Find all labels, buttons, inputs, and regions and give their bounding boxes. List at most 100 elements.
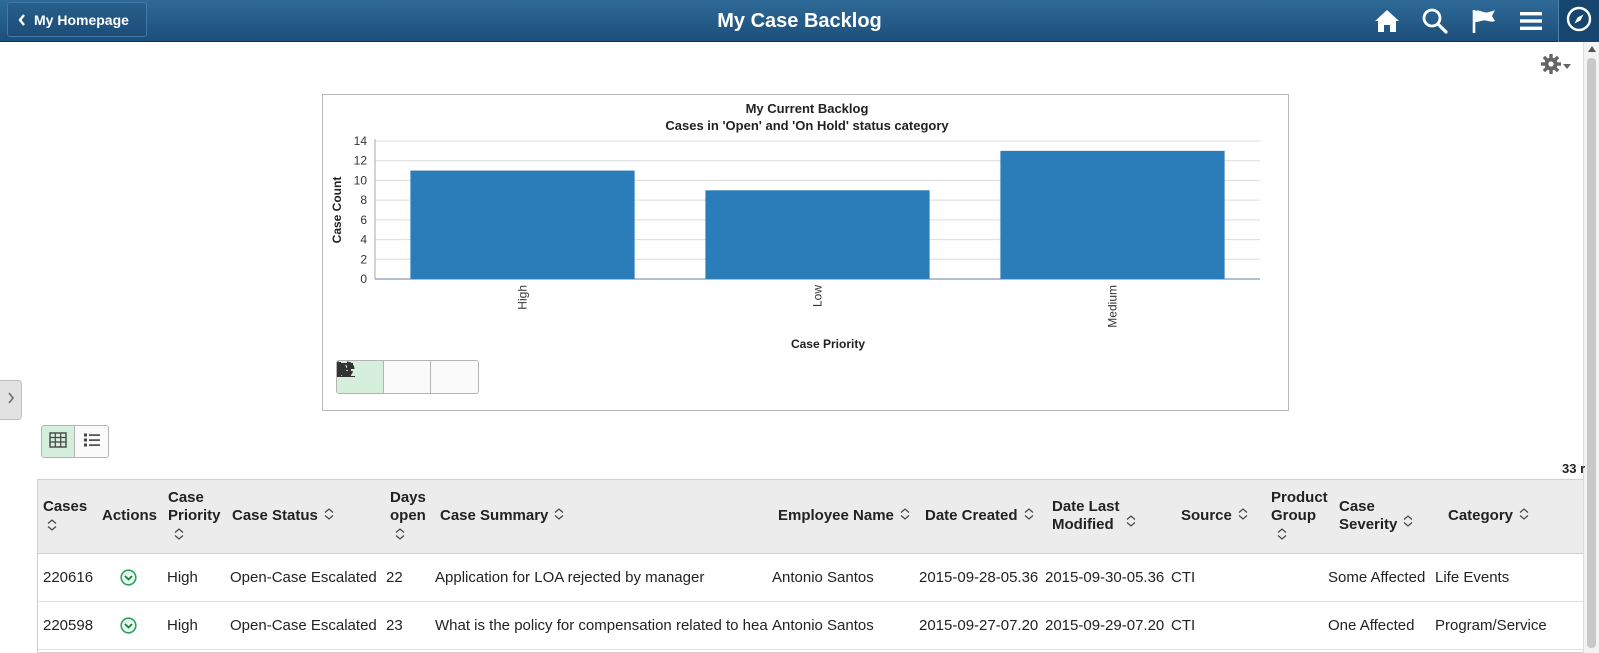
col-header-case-priority-label: Case Priority (168, 489, 221, 524)
sort-icon[interactable] (47, 518, 57, 536)
col-header-days-open[interactable]: Days open (390, 489, 426, 545)
backlog-chart: My Current Backlog Cases in 'Open' and '… (322, 94, 1289, 411)
vertical-scrollbar[interactable] (1583, 42, 1599, 653)
col-header-date-last-modified-label: Date Last Modified (1052, 498, 1120, 533)
col-header-cases[interactable]: Cases (43, 498, 87, 536)
sort-icon[interactable] (1519, 507, 1529, 525)
grid-view-icon (49, 432, 67, 453)
y-tick-label: 6 (360, 213, 367, 227)
scrollbar-thumb[interactable] (1587, 58, 1596, 648)
x-tick-label: High (516, 285, 530, 310)
sort-icon[interactable] (1024, 507, 1034, 525)
cell-employee-name: Antonio Santos (772, 617, 874, 634)
y-tick-label: 0 (360, 272, 367, 286)
cell-case-summary: What is the policy for compensation rela… (435, 617, 768, 634)
cell-employee-name: Antonio Santos (772, 569, 874, 586)
my-homepage-label: My Homepage (34, 11, 129, 28)
sort-icon[interactable] (1403, 514, 1413, 532)
col-header-case-priority[interactable]: Case Priority (168, 489, 221, 545)
col-header-case-summary[interactable]: Case Summary (440, 507, 564, 525)
navigator-button[interactable] (1558, 0, 1599, 42)
page-title: My Case Backlog (717, 10, 882, 32)
my-homepage-button[interactable]: My Homepage (7, 2, 147, 37)
col-header-case-status-label: Case Status (232, 507, 318, 524)
table-row[interactable]: 220598 High Open-Case Escalated 23 What … (38, 602, 1583, 650)
actions-dropdown-icon[interactable] (120, 569, 137, 586)
col-header-case-status[interactable]: Case Status (232, 507, 334, 525)
bar-medium[interactable] (1000, 150, 1225, 279)
cell-case-status: Open-Case Escalated (230, 569, 377, 586)
chevron-left-icon (18, 13, 26, 26)
cell-case-status: Open-Case Escalated (230, 617, 377, 634)
col-header-date-last-modified[interactable]: Date Last Modified (1052, 498, 1136, 534)
home-icon[interactable] (1372, 6, 1402, 36)
chevron-right-icon (7, 391, 15, 409)
sort-icon[interactable] (1126, 514, 1136, 532)
table-row[interactable]: 220616 High Open-Case Escalated 22 Appli… (38, 554, 1583, 602)
cell-case-severity: One Affected (1328, 617, 1415, 634)
x-tick-label: Low (811, 285, 825, 307)
col-header-case-severity[interactable]: Case Severity (1339, 498, 1413, 534)
col-header-days-open-label: Days open (390, 489, 426, 524)
col-header-employee-name[interactable]: Employee Name (778, 507, 910, 525)
y-tick-label: 14 (354, 134, 368, 148)
gear-icon (1540, 53, 1562, 80)
row-count-label: 33 r (1562, 461, 1586, 476)
grid-header: Cases Actions Case Priority Case Status … (38, 480, 1583, 554)
y-tick-label: 8 (360, 193, 367, 207)
settings-gear-button[interactable] (1540, 53, 1572, 80)
col-header-source[interactable]: Source (1181, 507, 1248, 525)
col-header-cases-label: Cases (43, 498, 88, 515)
sort-icon[interactable] (324, 507, 334, 525)
cell-date-created: 2015-09-27-07.20 (919, 617, 1039, 634)
col-header-category-label: Category (1448, 507, 1514, 524)
scroll-up-arrow-icon[interactable] (1588, 46, 1596, 52)
side-panel-toggle[interactable] (0, 380, 22, 420)
sort-icon[interactable] (554, 507, 564, 525)
sort-icon[interactable] (900, 507, 910, 525)
col-header-category[interactable]: Category (1448, 507, 1529, 525)
col-header-employee-name-label: Employee Name (778, 507, 894, 524)
cell-case-priority: High (167, 569, 198, 586)
actions-dropdown-icon[interactable] (120, 617, 137, 634)
cell-case-id[interactable]: 220616 (43, 569, 94, 586)
y-tick-label: 2 (360, 252, 367, 266)
caret-down-icon (1563, 57, 1571, 75)
col-header-actions-label: Actions (102, 507, 158, 524)
menu-icon[interactable] (1516, 6, 1546, 36)
navigator-icon (1566, 6, 1592, 37)
sort-icon[interactable] (395, 527, 405, 545)
cell-days-open: 23 (386, 617, 403, 634)
col-header-date-created-label: Date Created (925, 507, 1018, 524)
col-header-date-created[interactable]: Date Created (925, 507, 1034, 525)
bar-high[interactable] (410, 170, 635, 279)
case-backlog-grid: Cases Actions Case Priority Case Status … (37, 479, 1583, 653)
chart-type-selector (336, 360, 479, 394)
cell-date-created: 2015-09-28-05.36 (919, 569, 1039, 586)
search-icon[interactable] (1420, 6, 1450, 36)
pie-chart-type-button[interactable] (339, 361, 431, 393)
sort-icon[interactable] (174, 527, 184, 545)
sort-icon[interactable] (1277, 527, 1287, 545)
sort-icon[interactable] (1238, 507, 1248, 525)
cell-days-open: 22 (386, 569, 403, 586)
y-tick-label: 12 (354, 154, 368, 168)
cell-case-severity: Some Affected (1328, 569, 1426, 586)
list-view-button[interactable] (75, 426, 108, 457)
col-header-source-label: Source (1181, 507, 1232, 524)
bar-low[interactable] (705, 190, 930, 279)
cell-category: Life Events (1435, 569, 1510, 586)
chart-y-axis-label: Case Count (330, 177, 344, 244)
chart-x-axis-label: Case Priority (791, 337, 865, 351)
cell-case-priority: High (167, 617, 198, 634)
cell-source: CTI (1171, 617, 1196, 634)
col-header-product-group-label: Product Group (1271, 489, 1328, 524)
cell-case-id[interactable]: 220598 (43, 617, 94, 634)
horizontal-bar-chart-type-button[interactable] (337, 361, 478, 393)
chart-subtitle: Cases in 'Open' and 'On Hold' status cat… (665, 118, 949, 133)
y-tick-label: 4 (360, 233, 367, 247)
col-header-product-group[interactable]: Product Group (1271, 489, 1328, 545)
view-mode-toggle (41, 425, 109, 458)
flag-icon[interactable] (1469, 6, 1499, 36)
grid-view-button[interactable] (42, 426, 75, 457)
